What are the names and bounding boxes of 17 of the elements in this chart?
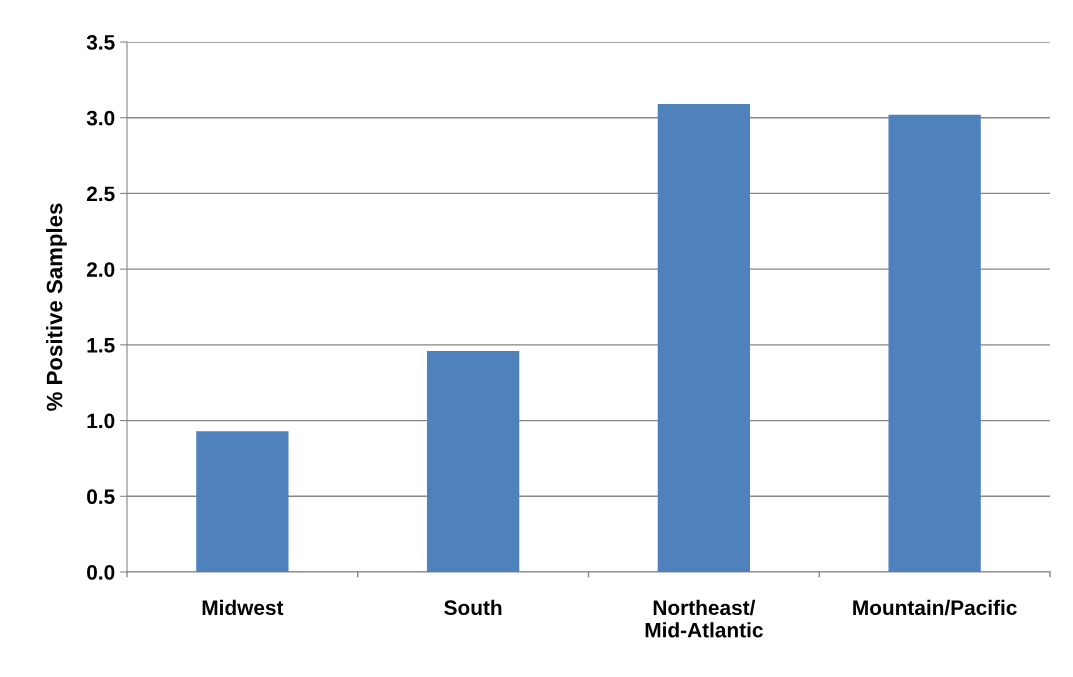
bar (426, 350, 520, 572)
y-tick-label: 0.0 (87, 565, 115, 580)
y-tick-label: 0.5 (87, 489, 115, 505)
y-tick-label: 3.5 (86, 35, 115, 50)
y-tick-label: 1.0 (87, 413, 115, 429)
bar (888, 114, 981, 572)
x-tick-label: Northeast/ Mid-Atlantic (645, 599, 763, 638)
bar (657, 104, 751, 572)
y-tick-label: 2.0 (86, 262, 115, 277)
y-tick-label: 2.5 (86, 186, 115, 202)
x-tick-label: Midwest (202, 599, 284, 616)
y-tick-label: 1.5 (87, 338, 115, 353)
x-tick-label: Mountain/Pacific (853, 599, 1017, 616)
y-tick-label: 3.0 (86, 110, 115, 126)
x-tick-label: South (444, 599, 502, 616)
bar (196, 431, 289, 572)
y-axis-title: % Positive Samples (46, 203, 67, 411)
